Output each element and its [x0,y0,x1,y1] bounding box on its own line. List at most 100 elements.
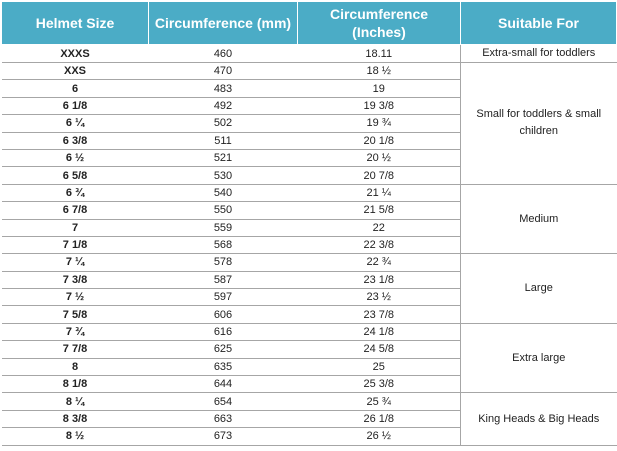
circumference-inches: 19 ¾ [297,114,461,133]
circumference-inches: 20 7/8 [297,166,461,185]
table-row: 8 ¼ 654 25 ¾ King Heads & Big Heads [1,392,617,446]
circumference-mm: 502 [148,114,298,133]
helmet-size: 6 ¼ [1,114,149,133]
circumference-mm: 644 [148,375,298,394]
circumference-mm: 470 [148,62,298,81]
table-row: 6 3/8 511 20 1/8 [1,132,617,150]
circumference-inches: 22 3/8 [297,236,461,255]
table-row: 7 5/8 606 23 7/8 [1,305,617,324]
circumference-mm: 511 [148,132,298,150]
circumference-inches: 21 5/8 [297,201,461,220]
suitable-for: King Heads & Big Heads [460,392,617,446]
helmet-size: 6 3/8 [1,132,149,150]
circumference-mm: 460 [148,44,298,63]
header-cell: Suitable For [460,1,617,45]
circumference-mm: 578 [148,253,298,272]
helmet-size: 8 [1,358,149,377]
circumference-mm: 654 [148,392,298,411]
helmet-size: 6 1/8 [1,97,149,116]
helmet-size: 6 [1,79,149,98]
header-cell: Helmet Size [1,1,149,45]
circumference-mm: 606 [148,305,298,324]
table-row: 8 ½ 673 26 ½ [1,427,617,446]
circumference-inches: 23 7/8 [297,305,461,324]
helmet-size: 7 1/8 [1,236,149,255]
circumference-mm: 673 [148,427,298,446]
circumference-mm: 550 [148,201,298,220]
circumference-mm: 597 [148,288,298,307]
table-row: 8 3/8 663 26 1/8 [1,410,617,429]
circumference-mm: 616 [148,323,298,342]
helmet-size: 8 1/8 [1,375,149,394]
circumference-mm: 568 [148,236,298,255]
circumference-inches: 19 [297,79,461,98]
table-row: 7 3/8 587 23 1/8 [1,271,617,290]
table-row: 6 7/8 550 21 5/8 [1,201,617,220]
circumference-mm: 559 [148,219,298,237]
helmet-size: 7 ½ [1,288,149,307]
circumference-inches: 25 [297,358,461,377]
suitable-for: Large [460,253,617,324]
header-row: Helmet Size Circumference (mm) Circumferen… [1,1,617,45]
circumference-inches: 25 3/8 [297,375,461,394]
table-row: 6 1/8 492 19 3/8 [1,97,617,116]
table-body: XXXS 460 18.11 Extra-small for toddlers XXS 4… [1,44,617,446]
circumference-inches: 18.11 [297,44,461,63]
table-row: 6 ½ 521 20 ½ [1,149,617,168]
circumference-inches: 26 ½ [297,427,461,446]
helmet-size: XXS [1,62,149,81]
circumference-inches: 20 1/8 [297,132,461,150]
helmet-size: 7 ¼ [1,253,149,272]
circumference-mm: 483 [148,79,298,98]
table-row: 7 ¼ 578 22 ¾ Large [1,253,617,324]
helmet-size: 6 ¾ [1,184,149,203]
suitable-for: Extra-small for toddlers [460,44,617,63]
helmet-size: 7 5/8 [1,305,149,324]
circumference-mm: 587 [148,271,298,290]
helmet-size: 8 ½ [1,427,149,446]
helmet-size: 8 3/8 [1,410,149,429]
circumference-mm: 625 [148,340,298,359]
circumference-inches: 22 ¾ [297,253,461,272]
helmet-size: 7 [1,219,149,237]
circumference-inches: 22 [297,219,461,237]
table-row: 7 7/8 625 24 5/8 [1,340,617,359]
header-cell: Circumference (Inches) [297,1,461,45]
circumference-inches: 26 1/8 [297,410,461,429]
circumference-inches: 24 5/8 [297,340,461,359]
circumference-inches: 21 ¼ [297,184,461,203]
helmet-size: 6 5/8 [1,166,149,185]
helmet-size: 7 ¾ [1,323,149,342]
helmet-size: 6 7/8 [1,201,149,220]
circumference-inches: 24 1/8 [297,323,461,342]
circumference-mm: 540 [148,184,298,203]
circumference-inches: 23 1/8 [297,271,461,290]
suitable-for: Medium [460,184,617,255]
table-row: 6 ¼ 502 19 ¾ [1,114,617,133]
table-row: 8 1/8 644 25 3/8 [1,375,617,394]
circumference-inches: 25 ¾ [297,392,461,411]
helmet-size: XXXS [1,44,149,63]
circumference-mm: 492 [148,97,298,116]
helmet-size: 7 7/8 [1,340,149,359]
circumference-inches: 19 3/8 [297,97,461,116]
circumference-inches: 18 ½ [297,62,461,81]
table-row: XXS 470 18 ½ Small for toddlers & small chi… [1,62,617,185]
header-cell: Circumference (mm) [148,1,298,45]
table-row: 7 ¾ 616 24 1/8 Extra large [1,323,617,394]
suitable-for: Extra large [460,323,617,394]
helmet-size: 6 ½ [1,149,149,168]
table-row: 8 635 25 [1,358,617,377]
suitable-for: Small for toddlers & small children [460,62,617,185]
table-row: 6 483 19 [1,79,617,98]
table-row: 6 ¾ 540 21 ¼ Medium [1,184,617,255]
circumference-mm: 530 [148,166,298,185]
circumference-mm: 635 [148,358,298,377]
circumference-mm: 521 [148,149,298,168]
table-row: 7 ½ 597 23 ½ [1,288,617,307]
table-row: 6 5/8 530 20 7/8 [1,166,617,185]
circumference-inches: 20 ½ [297,149,461,168]
circumference-mm: 663 [148,410,298,429]
circumference-inches: 23 ½ [297,288,461,307]
